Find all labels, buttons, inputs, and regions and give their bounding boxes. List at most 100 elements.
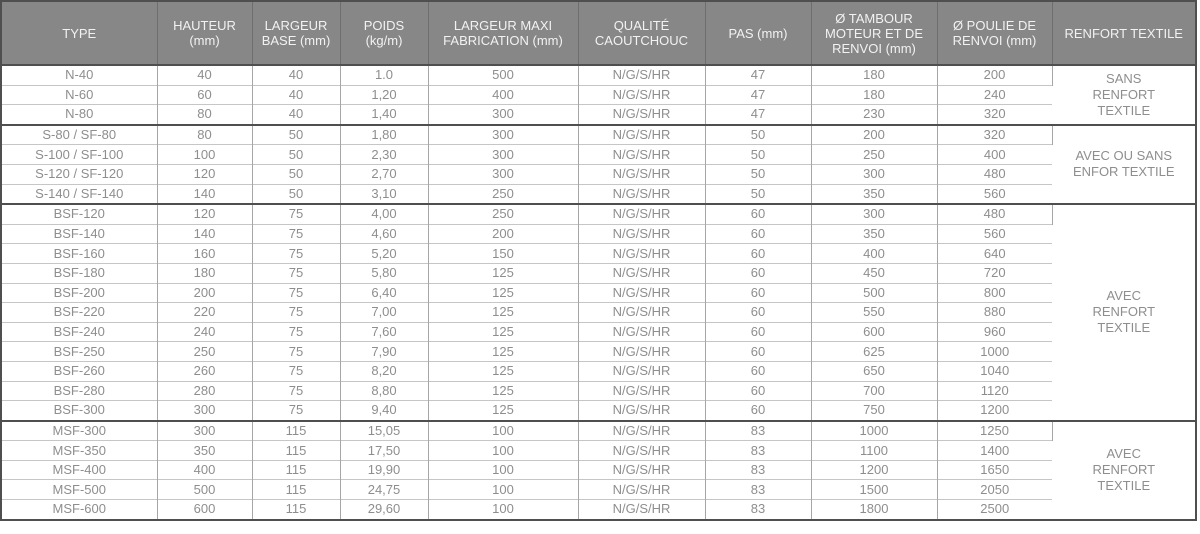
cell-hauteur: 280 [157, 380, 253, 401]
cell-largeur_maxi: 125 [428, 321, 579, 342]
cell-poids: 17,50 [340, 440, 429, 461]
cell-poids: 4,00 [340, 203, 429, 225]
table-row-bsf-180: BSF-180 180 75 5,80 125 N/G/S/HR 60 450 720 [1, 262, 1196, 284]
cell-tambour: 400 [811, 243, 938, 264]
column-header-largeur_base: LARGEUR BASE (mm) [252, 1, 341, 66]
cell-poulie: 480 [937, 203, 1053, 225]
cell-largeur_base: 75 [252, 302, 341, 323]
cell-qualite: N/G/S/HR [578, 360, 706, 381]
cell-tambour: 350 [811, 223, 938, 244]
table-row-n-60: N-60 60 40 1,20 400 N/G/S/HR 47 180 240 [1, 84, 1196, 105]
cell-type: S-140 / SF-140 [1, 183, 158, 205]
cell-qualite: N/G/S/HR [578, 419, 706, 441]
cell-largeur_maxi: 100 [428, 479, 579, 500]
cell-poulie: 320 [937, 104, 1052, 125]
cell-pas: 83 [705, 459, 812, 480]
cell-largeur_maxi: 125 [428, 282, 579, 303]
cell-poids: 19,90 [340, 459, 429, 480]
cell-largeur_maxi: 300 [428, 104, 579, 125]
cell-type: BSF-240 [1, 321, 158, 342]
cell-type: S-80 / SF-80 [1, 123, 158, 145]
cell-pas: 47 [705, 64, 812, 86]
table-row-bsf-250: BSF-250 250 75 7,90 125 N/G/S/HR 60 625 1000 [1, 341, 1196, 362]
spec-table: TYPE HAUTEUR (mm) LARGEUR BASE (mm) POIDS (… [0, 0, 1197, 521]
table-body: N-40 40 40 1.0 500 N/G/S/HR 47 180 200 SANS RENFO… [1, 64, 1196, 520]
cell-hauteur: 80 [157, 104, 253, 125]
cell-renfort-group-3: AVEC RENFORT TEXTILE [1052, 203, 1196, 421]
cell-tambour: 450 [811, 262, 938, 284]
column-header-pas: PAS (mm) [705, 1, 812, 66]
cell-largeur_base: 115 [252, 440, 341, 461]
cell-hauteur: 180 [157, 262, 253, 284]
cell-largeur_maxi: 100 [428, 440, 579, 461]
cell-poulie: 1650 [937, 459, 1052, 480]
cell-largeur_maxi: 500 [428, 64, 579, 86]
cell-largeur_maxi: 300 [428, 163, 579, 185]
cell-tambour: 180 [811, 84, 938, 105]
cell-qualite: N/G/S/HR [578, 440, 706, 461]
cell-largeur_maxi: 125 [428, 400, 579, 421]
cell-poulie: 560 [937, 183, 1052, 205]
cell-poulie: 800 [937, 282, 1052, 303]
cell-poulie: 400 [937, 144, 1052, 165]
cell-poids: 1,80 [340, 123, 429, 145]
cell-poids: 8,20 [340, 360, 429, 381]
cell-type: BSF-250 [1, 341, 158, 362]
cell-poulie: 200 [937, 64, 1053, 86]
cell-poids: 5,20 [340, 243, 429, 264]
cell-largeur_base: 115 [252, 419, 341, 441]
cell-poids: 29,60 [340, 499, 429, 520]
cell-largeur_base: 115 [252, 499, 341, 520]
cell-hauteur: 400 [157, 459, 253, 480]
cell-qualite: N/G/S/HR [578, 380, 706, 401]
cell-qualite: N/G/S/HR [578, 400, 706, 421]
cell-tambour: 1200 [811, 459, 938, 480]
cell-largeur_maxi: 125 [428, 360, 579, 381]
cell-pas: 60 [705, 282, 812, 303]
cell-largeur_base: 40 [252, 104, 341, 125]
table-row-msf-600: MSF-600 600 115 29,60 100 N/G/S/HR 83 1800 2500 [1, 499, 1196, 520]
cell-hauteur: 240 [157, 321, 253, 342]
cell-pas: 60 [705, 203, 812, 225]
column-header-renfort: RENFORT TEXTILE [1052, 1, 1196, 66]
cell-poids: 9,40 [340, 400, 429, 421]
cell-hauteur: 200 [157, 282, 253, 303]
table-row-s-140-sf-140: S-140 / SF-140 140 50 3,10 250 N/G/S/HR 50 350 5… [1, 183, 1196, 205]
table-row-msf-300: MSF-300 300 115 15,05 100 N/G/S/HR 83 1000 1250 A… [1, 419, 1196, 520]
cell-pas: 60 [705, 380, 812, 401]
cell-hauteur: 300 [157, 419, 253, 441]
cell-largeur_maxi: 100 [428, 419, 579, 441]
cell-pas: 60 [705, 302, 812, 323]
table-row-s-100-sf-100: S-100 / SF-100 100 50 2,30 300 N/G/S/HR 50 250 4… [1, 144, 1196, 165]
cell-renfort-group-1: SANS RENFORT TEXTILE [1052, 64, 1196, 125]
cell-type: N-40 [1, 64, 158, 86]
cell-poids: 3,10 [340, 183, 429, 205]
cell-poids: 2,30 [340, 144, 429, 165]
cell-tambour: 230 [811, 104, 938, 125]
cell-qualite: N/G/S/HR [578, 341, 706, 362]
cell-hauteur: 160 [157, 243, 253, 264]
column-header-type: TYPE [1, 1, 158, 66]
cell-largeur_base: 75 [252, 243, 341, 264]
cell-qualite: N/G/S/HR [578, 499, 706, 520]
cell-tambour: 1800 [811, 499, 938, 520]
cell-qualite: N/G/S/HR [578, 282, 706, 303]
column-header-tambour: Ø TAMBOUR MOTEUR ET DE RENVOI (mm) [811, 1, 938, 66]
cell-largeur_base: 75 [252, 203, 341, 225]
cell-type: MSF-300 [1, 419, 158, 441]
cell-hauteur: 120 [157, 203, 253, 225]
cell-hauteur: 40 [157, 64, 253, 86]
cell-qualite: N/G/S/HR [578, 262, 706, 284]
cell-largeur_base: 40 [252, 84, 341, 105]
cell-type: MSF-400 [1, 459, 158, 480]
cell-type: MSF-600 [1, 499, 158, 520]
cell-type: BSF-300 [1, 400, 158, 421]
cell-largeur_maxi: 125 [428, 380, 579, 401]
table-row-s-80-sf-80: S-80 / SF-80 80 50 1,80 300 N/G/S/HR 50 200 320 A… [1, 123, 1196, 205]
cell-type: BSF-200 [1, 282, 158, 303]
table-row-bsf-240: BSF-240 240 75 7,60 125 N/G/S/HR 60 600 960 [1, 321, 1196, 342]
cell-tambour: 1000 [811, 419, 938, 441]
cell-tambour: 300 [811, 163, 938, 185]
table-row-bsf-120: BSF-120 120 75 4,00 250 N/G/S/HR 60 300 480 AVEC … [1, 203, 1196, 421]
